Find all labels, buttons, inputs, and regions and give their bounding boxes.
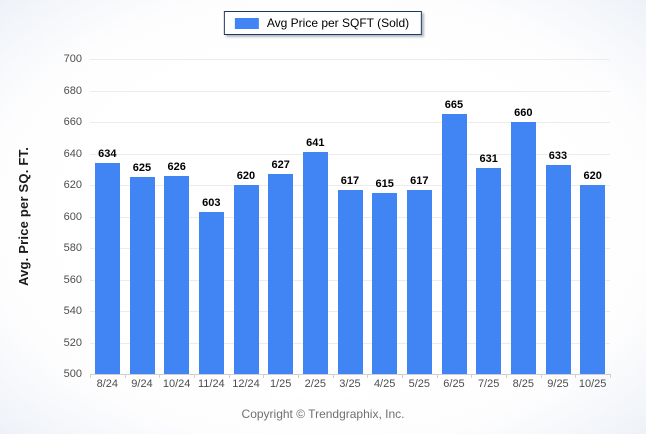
legend-label: Avg Price per SQFT (Sold) (266, 16, 410, 30)
bar-8-24 (94, 162, 120, 374)
bar-value-label: 626 (167, 160, 186, 173)
gridline (90, 59, 610, 60)
x-tick-mark (263, 374, 265, 378)
y-tick-label: 680 (63, 84, 82, 97)
x-tick-mark (506, 374, 507, 378)
gridline (90, 153, 610, 155)
bar-12-24 (233, 185, 259, 374)
bar-value-label: 631 (479, 152, 498, 165)
gridline (90, 90, 610, 92)
x-tick-label: 5/25 (408, 378, 431, 390)
x-tick-label: 9/25 (547, 378, 569, 390)
plot-area: 500 520 540 560 580 600 620 640 660 680 700 634 8/24… (64, 53, 611, 390)
y-tick-label: 540 (63, 305, 82, 317)
bar-10-24 (164, 175, 190, 374)
x-tick-mark (90, 374, 91, 378)
y-tick-label: 620 (63, 179, 82, 191)
y-tick-label: 600 (63, 210, 82, 223)
y-tick-label: 640 (63, 147, 82, 160)
x-tick-label: 1/25 (269, 378, 292, 390)
bar-value-label: 617 (340, 174, 360, 187)
y-tick-label: 660 (63, 116, 82, 128)
x-tick-label: 12/24 (232, 378, 260, 390)
bar-4-25 (372, 192, 398, 374)
bar-3-25 (337, 189, 363, 374)
x-tick-mark (471, 374, 473, 378)
x-tick-mark (540, 374, 542, 378)
bar-value-label: 617 (410, 174, 429, 187)
bar-value-label: 660 (514, 107, 533, 119)
y-tick-label: 500 (63, 368, 82, 380)
x-tick-label: 3/25 (339, 378, 361, 390)
bar-2-25 (302, 151, 328, 374)
legend: Avg Price per SQFT (Sold) (223, 11, 423, 35)
x-tick-label: 8/25 (512, 378, 535, 390)
y-tick-label: 520 (63, 336, 82, 349)
gridline (90, 185, 610, 186)
x-tick-label: 11/24 (197, 378, 225, 390)
bar-8-25 (510, 122, 536, 374)
x-tick-mark (332, 374, 334, 378)
x-tick-label: 4/25 (373, 378, 396, 390)
bar-value-label: 633 (548, 149, 568, 162)
bar-value-label: 625 (132, 162, 152, 175)
bar-value-label: 615 (375, 177, 394, 190)
x-tick-mark (575, 374, 577, 378)
x-tick-label: 10/25 (578, 378, 607, 390)
bar-value-label: 641 (306, 136, 325, 149)
bar-10-25 (580, 185, 606, 374)
bar-value-label: 634 (98, 147, 117, 160)
bar-value-label: 603 (202, 196, 221, 209)
y-tick-label: 560 (63, 273, 82, 286)
bar-value-label: 620 (236, 170, 256, 182)
copyright-text: Copyright © Trendgraphix, Inc. (241, 407, 405, 421)
gridline (90, 122, 610, 123)
y-tick-label: 580 (63, 242, 82, 254)
legend-swatch (234, 17, 259, 29)
bar-6-25 (441, 114, 467, 374)
bar-9-25 (545, 164, 571, 374)
bar-7-25 (476, 167, 502, 374)
x-tick-mark (402, 374, 403, 378)
y-tick-label: 700 (63, 53, 82, 65)
x-tick-label: 7/25 (477, 378, 500, 390)
x-tick-mark (124, 374, 126, 378)
x-tick-label: 6/25 (443, 378, 465, 390)
x-tick-mark (298, 374, 299, 378)
x-tick-mark (194, 374, 195, 378)
x-tick-label: 8/24 (96, 378, 119, 390)
x-tick-label: 2/25 (304, 378, 327, 390)
x-tick-mark (610, 374, 611, 378)
bar-5-25 (406, 189, 432, 374)
x-tick-mark (436, 374, 438, 378)
x-tick-mark (367, 374, 369, 378)
x-tick-label: 9/24 (131, 378, 153, 390)
bar-9-24 (129, 177, 155, 374)
bar-value-label: 665 (444, 99, 464, 112)
bar-11-24 (198, 211, 224, 374)
bar-value-label: 627 (271, 158, 290, 171)
bar-1-25 (268, 173, 294, 374)
x-axis-baseline (90, 374, 610, 375)
x-tick-label: 10/24 (162, 378, 191, 390)
bar-value-label: 620 (583, 170, 602, 182)
x-tick-mark (228, 374, 230, 378)
x-tick-mark (159, 374, 161, 378)
y-axis-title: Avg. Price per SQ. FT. (16, 147, 31, 287)
